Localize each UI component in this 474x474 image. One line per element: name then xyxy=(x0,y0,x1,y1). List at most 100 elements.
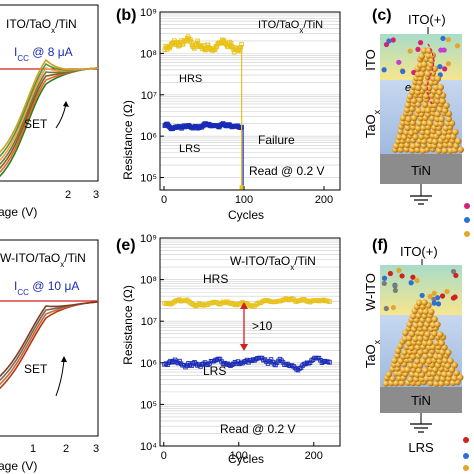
ion-dot xyxy=(414,277,420,284)
ion-dot xyxy=(450,268,457,275)
ion-dot xyxy=(440,35,446,42)
lrs-line xyxy=(164,357,330,371)
filament-particle xyxy=(424,331,431,338)
ion-dot xyxy=(381,275,388,281)
filament-particle xyxy=(451,362,458,369)
filament-particle xyxy=(437,84,445,91)
filament-particle xyxy=(436,89,443,96)
lrs-line xyxy=(164,123,242,130)
panel-c-legend-dot-1 xyxy=(464,203,470,209)
filament-particle xyxy=(415,125,422,132)
filament-particle xyxy=(406,321,413,328)
filament-particle xyxy=(439,97,446,105)
filament-particle xyxy=(424,107,432,114)
filament-particle xyxy=(389,375,396,382)
filament-particle xyxy=(409,312,417,320)
ion-dot xyxy=(419,292,425,299)
filament-particle xyxy=(404,101,412,109)
filament-particle xyxy=(414,146,421,154)
filament-particle xyxy=(444,362,452,369)
panel-a-set-arrowhead xyxy=(63,101,69,107)
panel-a-icc: ICC @ 8 μA xyxy=(14,45,73,63)
ion-dot xyxy=(431,296,437,302)
filament-particle xyxy=(415,367,423,374)
filament-particle xyxy=(422,353,429,360)
filament-particle xyxy=(421,84,428,92)
panel-d-set-label: SET xyxy=(24,362,48,376)
panel-f-ions xyxy=(381,267,459,312)
panel-d-fragment: W-ITO/TaOx/TiN ICC @ 10 μA SET 1 2 3 age… xyxy=(0,239,99,473)
panel-d-xlabel: age (V) xyxy=(0,459,37,473)
filament-particle xyxy=(445,115,453,123)
ion-dot xyxy=(383,41,390,48)
ion-dot xyxy=(431,300,437,306)
x-tick-label: 100 xyxy=(235,194,253,206)
panel-d-xtick-1: 1 xyxy=(30,443,36,455)
filament-particle xyxy=(457,374,464,381)
panel-e-xlabel: Cycles xyxy=(228,452,264,466)
panel-f-state-label: LRS xyxy=(408,440,434,455)
filament-particle xyxy=(457,146,464,153)
panel-c-top-electrode: ITO(+) xyxy=(408,12,446,27)
lrs-point xyxy=(327,360,332,365)
filament-particle xyxy=(422,367,429,374)
iv-curve xyxy=(0,67,99,174)
panel-e-read-label: Read @ 0.2 V xyxy=(220,422,296,436)
ion-dot xyxy=(390,37,396,43)
filament-particle xyxy=(421,339,429,347)
ion-dot xyxy=(415,46,421,52)
panel-b-axes-frame xyxy=(159,11,341,191)
panel-e-grid xyxy=(160,237,340,447)
filament-particle xyxy=(414,358,421,365)
ion-dot xyxy=(408,280,414,286)
panel-b-chart: (b) Resistance (Ω) Cycles 10⁵10⁶10⁷10⁸10… xyxy=(116,7,341,222)
filament-particle xyxy=(420,47,428,54)
filament-particle xyxy=(393,379,400,387)
panel-c-label: (c) xyxy=(372,7,392,24)
filament-particle xyxy=(438,115,445,123)
ion-dot xyxy=(453,272,459,279)
filament-particle xyxy=(401,134,408,141)
filament-particle xyxy=(421,101,429,108)
panel-d-frame xyxy=(0,239,99,437)
panel-d-xtick-2: 2 xyxy=(63,443,69,455)
filament-particle xyxy=(428,308,435,316)
filament-particle xyxy=(409,353,417,360)
filament-particle xyxy=(430,75,437,82)
failure-point xyxy=(239,185,244,190)
y-tick-label: 10⁹ xyxy=(140,7,157,19)
panel-f-legend-dot-1 xyxy=(463,437,469,443)
panel-b-failure-label: Failure xyxy=(258,133,295,147)
panel-b-points xyxy=(162,34,244,190)
panel-a-xlabel: age (V) xyxy=(0,205,37,219)
filament-particle xyxy=(414,344,421,351)
panel-a-title: ITO/TaOx/TiN xyxy=(6,17,77,35)
filament-particle xyxy=(398,379,405,387)
panel-f-legend-dot-3 xyxy=(463,465,469,471)
filament-particle xyxy=(404,124,411,132)
filament-particle xyxy=(407,362,415,369)
filament-particle xyxy=(417,308,425,315)
panel-c-filament xyxy=(392,47,464,154)
panel-e-axes-frame xyxy=(159,237,341,447)
filament-particle xyxy=(399,119,407,127)
filament-particle xyxy=(436,106,444,113)
filament-particle xyxy=(415,107,422,114)
filament-particle xyxy=(435,147,443,154)
filament-particle xyxy=(412,322,420,329)
filament-particle xyxy=(415,84,422,92)
panel-a-set-label: SET xyxy=(24,117,48,131)
panel-e-ratio-arrowhead-up xyxy=(240,302,248,309)
ion-dot xyxy=(427,293,433,300)
filament-particle xyxy=(397,128,404,135)
panel-e-hrs-label: HRS xyxy=(203,272,228,286)
filament-particle xyxy=(432,84,440,91)
ion-dot xyxy=(439,293,446,299)
filament-particle xyxy=(443,102,450,109)
panel-d-xtick-3: 3 xyxy=(93,443,99,455)
filament-particle xyxy=(437,331,444,338)
panel-f-label: (f) xyxy=(372,237,388,254)
filament-particle xyxy=(441,107,449,114)
ion-dot xyxy=(400,68,406,75)
panel-e-label: (e) xyxy=(116,237,136,254)
